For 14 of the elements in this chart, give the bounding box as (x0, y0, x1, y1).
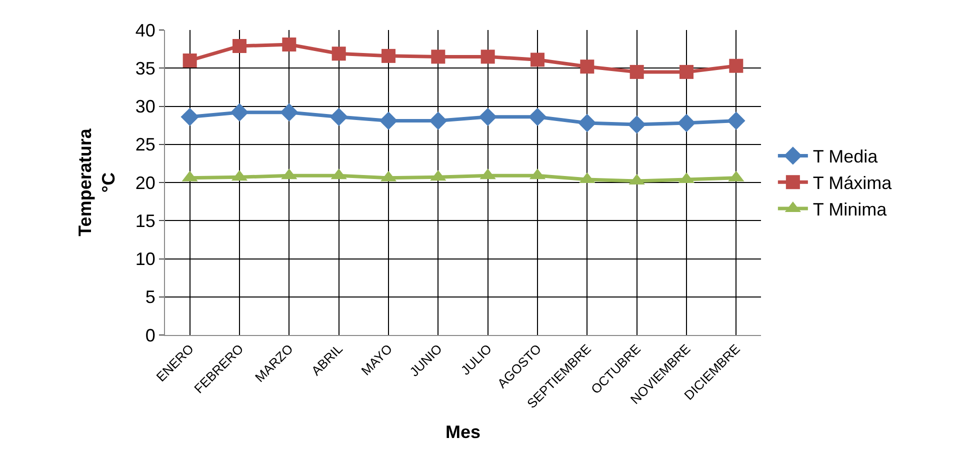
y-tick-label: 30 (135, 96, 156, 117)
y-tick-label: 35 (135, 58, 156, 78)
y-tick-label: 0 (145, 325, 156, 346)
legend-label: T Minima (812, 200, 888, 220)
y-tick-label: 25 (135, 134, 156, 155)
y-tick-label: 15 (135, 210, 156, 231)
y-axis-title: Temperatura °C (75, 128, 119, 236)
legend-label: T Máxima (812, 173, 893, 194)
y-tick-label: 10 (135, 249, 156, 270)
y-tick-label: 40 (135, 20, 156, 40)
y-tick-label: 5 (145, 287, 156, 308)
y-tick-label: 20 (135, 172, 156, 193)
x-axis-title: Mes (445, 422, 481, 442)
legend-label: T Media (812, 146, 879, 167)
